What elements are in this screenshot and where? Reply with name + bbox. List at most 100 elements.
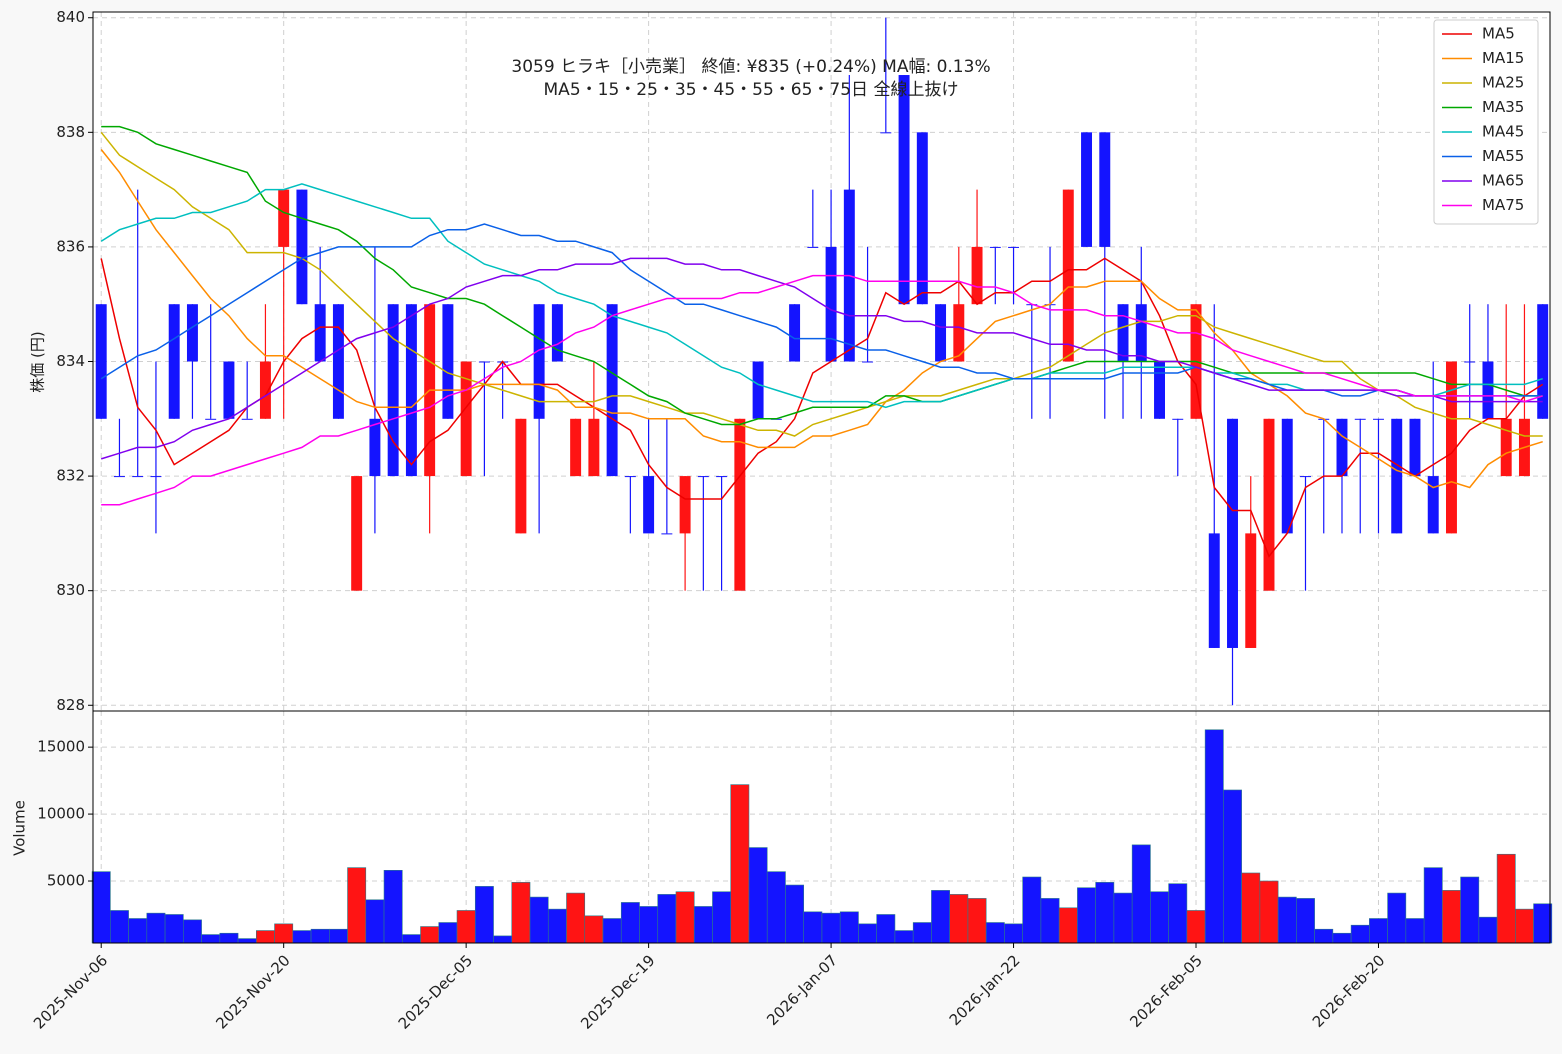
legend-label: MA35 [1482,98,1524,116]
legend-box [1433,19,1539,225]
x-tick-label: 2025-Dec-19 [577,951,658,1032]
x-tick-label: 2025-Dec-05 [395,951,476,1032]
volume-bar [110,910,129,944]
candle-body [186,304,198,362]
candle-body [862,361,874,363]
volume-bar [675,891,695,944]
candle-body [825,246,837,362]
legend-label: MA45 [1482,123,1524,141]
candle-body [405,304,417,477]
volume-bar [1314,928,1334,944]
candle-body [1482,361,1494,419]
candle-body [1445,361,1457,534]
x-tick-label: 2026-Feb-05 [1126,951,1206,1031]
volume-bar [474,886,494,944]
chart-subtitle: MA5・15・25・35・45・55・65・75日 全線上抜け [544,80,959,100]
y-tick-label: 5000 [47,872,85,890]
volume-bar [1350,924,1370,944]
candle-body [259,361,271,419]
volume-bar [1332,932,1352,944]
volume-bar [91,871,111,944]
volume-bar [657,894,677,944]
candle-body [95,304,107,419]
volume-bar [1022,876,1042,944]
volume-bar [274,923,294,944]
volume-panel [93,711,1550,943]
candle-body [1062,189,1074,362]
candle-body [1500,418,1512,477]
volume-bar [766,871,786,944]
volume-bar [201,934,221,944]
candle-body [1135,304,1147,362]
volume-bar [310,928,330,944]
volume-bar [1186,910,1206,944]
candle-body [880,132,892,134]
x-tick-label: 2026-Feb-20 [1309,951,1389,1031]
volume-bar [438,922,458,944]
ma-line [100,257,1544,558]
candle-body [1263,418,1275,591]
candle-body [1373,418,1384,420]
volume-bar [1460,876,1480,944]
candle-body [460,361,472,477]
volume-bar [511,882,531,944]
candle-body [1081,132,1093,247]
candle-body [296,189,308,305]
y-tick-label: 10000 [37,805,85,823]
candle-body [442,304,454,419]
y-tick-label: 840 [56,8,85,26]
ma-line [101,125,1543,426]
y-tick-label: 15000 [37,738,85,756]
candle-body [1427,476,1439,534]
volume-bar [821,912,841,944]
volume-bar [620,902,640,944]
volume-bar [1204,729,1224,944]
y-axis-label: 株価 (円) [29,331,47,392]
plot-layer [91,12,1553,944]
candle-body [898,75,910,305]
candle-body [697,476,709,478]
volume-bar [1095,882,1115,944]
x-tick-label: 2026-Jan-07 [763,951,841,1029]
legend-label: MA55 [1482,147,1524,165]
volume-bar [693,906,713,944]
volume-bar [876,914,896,944]
volume-bar [931,890,950,944]
candle-body [588,418,600,477]
candle-body [916,132,928,305]
candle-body [1537,304,1549,419]
candle-body [752,361,764,419]
ma-line [100,131,1543,437]
candle-body [533,304,545,419]
legend-label: MA5 [1482,25,1515,43]
volume-bar [328,928,348,944]
volume-bar [566,892,586,944]
volume-bar [1168,883,1188,944]
volume-bar [529,896,549,944]
candle-body [1245,533,1257,648]
candle-body [1208,533,1220,648]
volume-bar [365,899,385,944]
volume-bar [748,847,768,944]
volume-bar [1296,898,1315,944]
volume-bar [547,908,567,944]
ma-line [100,149,1543,489]
y-tick-label: 834 [56,352,85,370]
candle-body [807,246,819,248]
volume-bar [1423,867,1443,944]
candle-body [168,304,180,419]
legend-label: MA65 [1482,172,1524,190]
legend-label: MA25 [1482,74,1524,92]
x-tick-label: 2026-Jan-22 [946,951,1024,1029]
candle-body [241,418,253,420]
volume-bar [785,884,805,944]
candle-body [1354,418,1366,420]
volume-bar [1241,872,1261,944]
candle-body [351,476,363,591]
y-tick-label: 830 [56,581,85,599]
candle-body [223,361,235,419]
ma-line [101,274,1543,506]
volume-bar [1113,892,1133,944]
candle-body [679,476,691,534]
legend-label: MA15 [1482,49,1524,67]
